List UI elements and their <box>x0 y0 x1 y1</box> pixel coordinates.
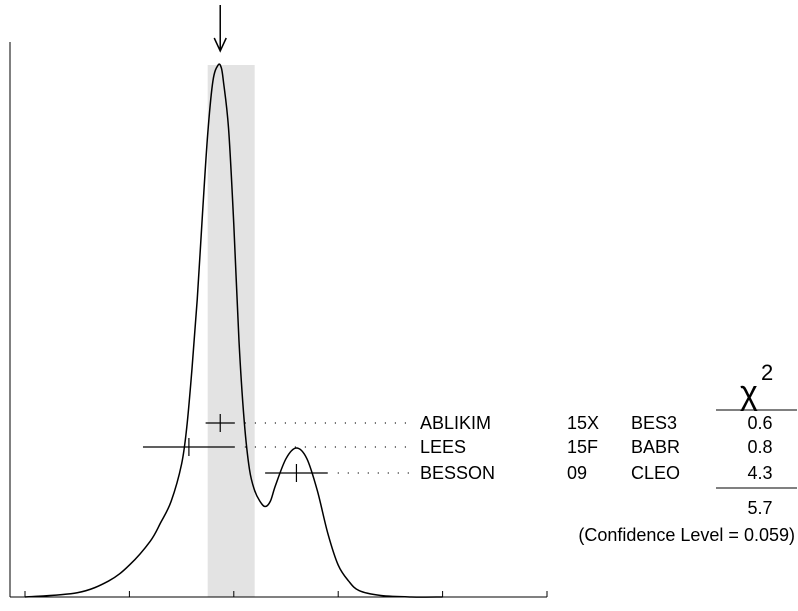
confidence-level: (Confidence Level = 0.059) <box>578 525 795 545</box>
measurement-name: LEES <box>420 437 466 457</box>
measurement-name: ABLIKIM <box>420 413 491 433</box>
chi2-superscript: 2 <box>761 360 773 385</box>
measurement-year: 15X <box>567 413 599 433</box>
measurement-year: 09 <box>567 463 587 483</box>
measurement-chi2: 0.6 <box>747 413 772 433</box>
ideogram-curve <box>24 63 443 598</box>
average-arrow-head <box>213 37 227 53</box>
chi2-header: χ <box>740 374 758 412</box>
measurement-name: BESSON <box>420 463 495 483</box>
measurement-chi2: 4.3 <box>747 463 772 483</box>
measurement-experiment: CLEO <box>631 463 680 483</box>
measurement-experiment: BES3 <box>631 413 677 433</box>
measurement-year: 15F <box>567 437 598 457</box>
measurement-chi2: 0.8 <box>747 437 772 457</box>
chi2-total: 5.7 <box>747 498 772 518</box>
error-band <box>207 65 255 597</box>
measurement-experiment: BABR <box>631 437 680 457</box>
